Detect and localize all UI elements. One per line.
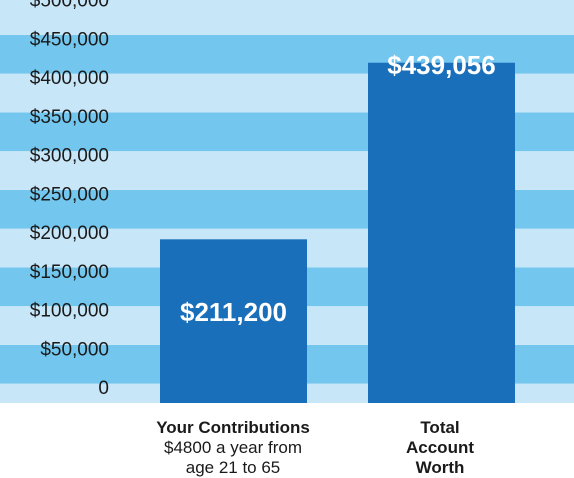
bars-group — [160, 62, 515, 404]
data-label-contributions: $211,200 — [180, 297, 287, 327]
y-tick-label: $300,000 — [30, 146, 109, 167]
category-label-total-account-worth: Total Account Worth — [360, 418, 520, 478]
category-subtitle-line: $4800 a year from — [164, 438, 302, 457]
y-tick-label: $250,000 — [30, 184, 109, 205]
y-tick-label: $200,000 — [30, 223, 109, 244]
y-tick-label: $100,000 — [30, 301, 109, 322]
y-tick-label: $500,000 — [30, 0, 109, 12]
category-label-contributions: Your Contributions $4800 a year from age 2… — [138, 418, 328, 478]
bar-total-account-worth — [368, 62, 515, 404]
y-tick-label: $450,000 — [30, 29, 109, 50]
y-axis-ticks: 0 $50,000 $100,000 $150,000 $200,000 $250,000… — [30, 0, 109, 399]
bar-your-contributions — [160, 239, 307, 403]
data-labels-group: $211,200 $439,056 — [180, 50, 496, 327]
category-title-line: Total — [420, 418, 460, 437]
y-tick-label: $350,000 — [30, 107, 109, 128]
category-subtitle-line: age 21 to 65 — [185, 458, 281, 477]
data-label-total-account-worth: $439,056 — [387, 50, 495, 80]
y-tick-label: 0 — [98, 378, 109, 399]
y-tick-label: $400,000 — [30, 68, 109, 89]
y-tick-label: $150,000 — [30, 262, 109, 283]
category-title-line: Worth — [415, 458, 465, 477]
y-tick-label: $50,000 — [40, 339, 109, 360]
category-title-line: Your Contributions — [156, 418, 310, 437]
background-band — [0, 0, 574, 35]
category-title-line: Account — [406, 438, 474, 457]
